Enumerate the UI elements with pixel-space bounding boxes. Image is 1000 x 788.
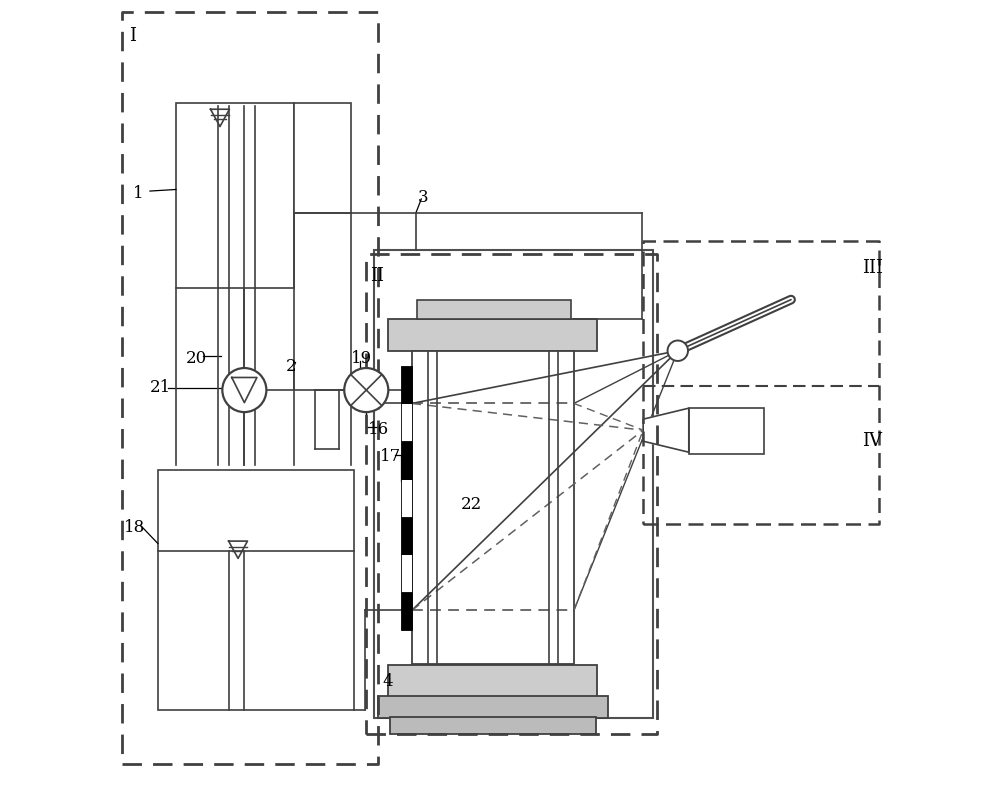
Text: 2: 2 — [286, 358, 297, 375]
Text: III: III — [862, 259, 883, 277]
Bar — [401, 366, 412, 403]
Bar — [401, 403, 412, 441]
Bar — [294, 103, 351, 213]
Text: 18: 18 — [124, 519, 145, 536]
Circle shape — [668, 340, 688, 361]
Bar — [401, 517, 412, 555]
Bar — [417, 299, 571, 319]
Text: 4: 4 — [382, 673, 393, 690]
Text: IV: IV — [862, 432, 882, 450]
Text: 17: 17 — [380, 448, 402, 466]
Text: 1: 1 — [133, 185, 143, 202]
Bar — [374, 250, 653, 718]
Polygon shape — [643, 408, 689, 452]
Text: 19: 19 — [351, 350, 372, 367]
Text: I: I — [129, 27, 136, 45]
Text: 21: 21 — [150, 379, 171, 396]
Bar — [390, 716, 596, 734]
Bar — [388, 665, 597, 697]
Text: 16: 16 — [368, 421, 389, 438]
Bar — [158, 470, 354, 710]
Circle shape — [344, 368, 388, 412]
Text: II: II — [370, 267, 384, 285]
Bar — [401, 479, 412, 517]
Bar — [388, 319, 597, 351]
Bar — [378, 696, 608, 718]
Bar — [401, 555, 412, 593]
Bar — [689, 408, 764, 454]
Bar — [412, 351, 574, 663]
Bar — [401, 593, 412, 630]
Bar — [176, 103, 294, 288]
Text: 22: 22 — [461, 496, 482, 513]
Text: 3: 3 — [417, 189, 428, 206]
Text: 20: 20 — [185, 350, 207, 367]
Bar — [401, 441, 412, 479]
Circle shape — [222, 368, 266, 412]
